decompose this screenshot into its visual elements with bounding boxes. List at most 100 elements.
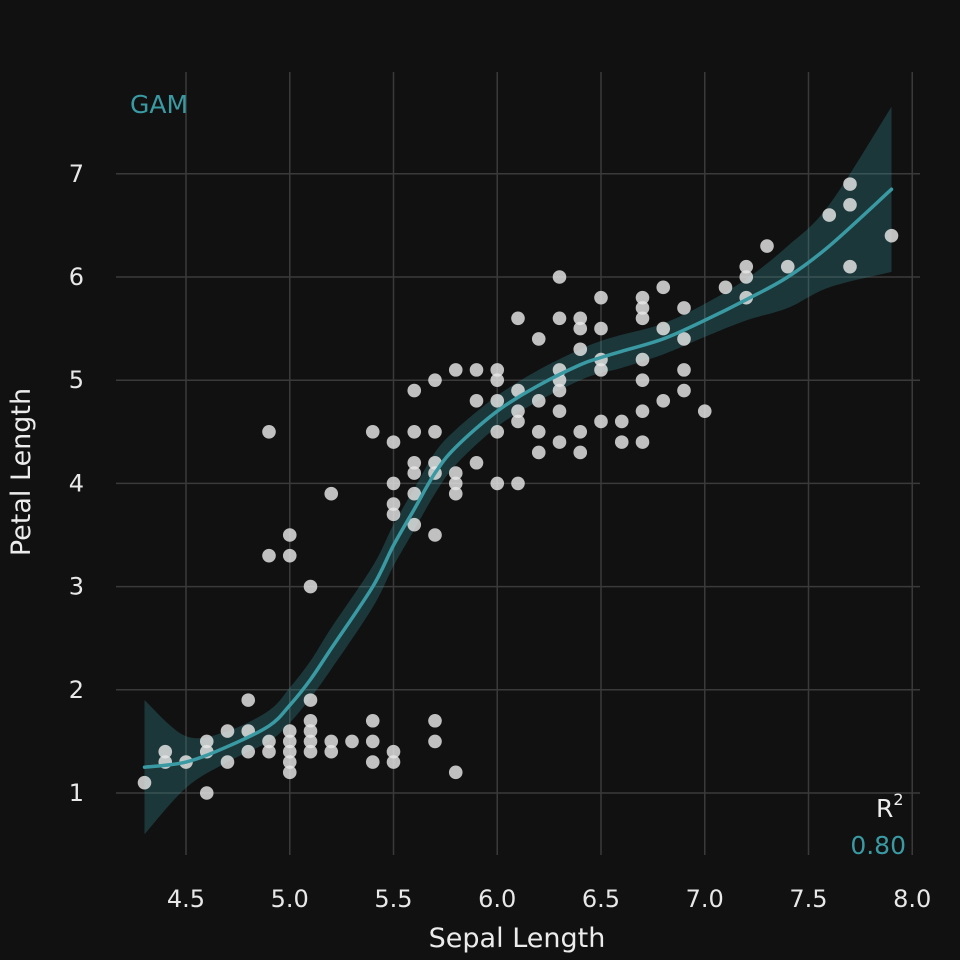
data-point: [677, 363, 691, 377]
data-point: [843, 177, 857, 191]
y-tick-label: 5: [69, 366, 84, 394]
data-point: [324, 734, 339, 749]
data-point: [386, 507, 401, 522]
data-point: [282, 734, 297, 749]
data-point: [677, 301, 691, 315]
data-point: [490, 476, 505, 491]
data-point: [573, 342, 588, 357]
data-point: [386, 755, 401, 769]
y-tick-label: 2: [69, 676, 84, 704]
data-point: [407, 517, 422, 532]
data-point: [365, 755, 380, 769]
y-axis-ticks: 1 2 3 4 5 6 7: [69, 160, 84, 807]
x-tick-label: 8.0: [893, 885, 931, 913]
confidence-band: [144, 106, 892, 835]
data-point: [428, 713, 442, 728]
data-point: [511, 311, 525, 326]
data-point: [448, 476, 463, 491]
data-point: [303, 744, 318, 759]
data-point: [635, 290, 650, 305]
data-point: [594, 363, 608, 377]
data-point: [282, 744, 297, 759]
data-point: [573, 321, 588, 336]
data-point: [158, 744, 173, 759]
x-tick-label: 5.0: [271, 885, 309, 913]
data-point: [614, 414, 629, 429]
confidence-ribbon: [144, 106, 892, 835]
data-point: [780, 259, 795, 274]
data-point: [739, 270, 754, 284]
data-point: [656, 280, 671, 295]
x-axis-ticks: 4.5 5.0 5.5 6.0 6.5 7.0 7.5 8.0: [167, 885, 931, 913]
data-point: [241, 693, 256, 707]
y-tick-label: 6: [69, 263, 84, 291]
data-point: [303, 724, 318, 738]
data-point: [469, 394, 484, 408]
data-point: [345, 734, 359, 749]
data-point: [594, 290, 608, 305]
data-point: [635, 373, 650, 388]
data-point: [428, 373, 442, 388]
data-point: [677, 383, 691, 398]
x-tick-label: 5.5: [374, 885, 412, 913]
data-point: [386, 435, 401, 449]
data-point: [262, 734, 276, 749]
fit-curve: [142, 187, 894, 769]
data-point: [428, 734, 442, 749]
x-tick-label: 6.0: [478, 885, 516, 913]
data-point: [303, 579, 318, 594]
data-point: [365, 425, 380, 439]
x-axis-title: Sepal Length: [429, 923, 606, 954]
data-point: [448, 466, 463, 480]
data-point: [677, 332, 691, 346]
r2-label: R2: [876, 790, 904, 823]
data-point: [511, 404, 525, 418]
data-point: [469, 363, 484, 377]
data-point: [220, 755, 235, 769]
data-point: [324, 744, 339, 759]
data-point: [365, 734, 380, 749]
data-point: [490, 425, 505, 439]
data-point: [552, 435, 567, 449]
data-point: [884, 228, 899, 243]
data-point: [718, 280, 733, 295]
data-point: [760, 239, 774, 253]
y-tick-label: 3: [69, 573, 84, 601]
data-point: [739, 259, 754, 274]
data-point: [199, 786, 214, 800]
data-point: [656, 321, 671, 336]
data-point: [552, 270, 567, 284]
data-point: [386, 476, 401, 491]
data-point: [262, 744, 276, 759]
x-tick-label: 6.5: [582, 885, 620, 913]
data-point: [531, 394, 546, 408]
data-point: [490, 363, 505, 377]
y-axis-title: Petal Length: [6, 388, 37, 556]
r2-value: 0.80: [850, 831, 906, 860]
data-point: [594, 321, 608, 336]
data-point: [407, 425, 422, 439]
data-point: [448, 363, 463, 377]
data-point: [635, 352, 650, 367]
data-point: [262, 548, 276, 563]
data-point: [552, 383, 567, 398]
data-point: [407, 466, 422, 480]
data-point: [490, 394, 505, 408]
model-label: GAM: [130, 90, 188, 119]
data-point: [303, 713, 318, 728]
data-point: [635, 311, 650, 326]
data-point: [365, 713, 380, 728]
data-point: [511, 476, 525, 491]
data-point: [282, 528, 297, 542]
data-point: [573, 311, 588, 326]
data-point: [635, 301, 650, 315]
data-point: [282, 765, 297, 780]
data-point: [635, 404, 650, 418]
data-point: [531, 332, 546, 346]
data-point: [448, 765, 463, 780]
data-point: [635, 435, 650, 449]
data-point: [137, 775, 152, 790]
data-point: [407, 455, 422, 470]
data-point: [407, 486, 422, 501]
